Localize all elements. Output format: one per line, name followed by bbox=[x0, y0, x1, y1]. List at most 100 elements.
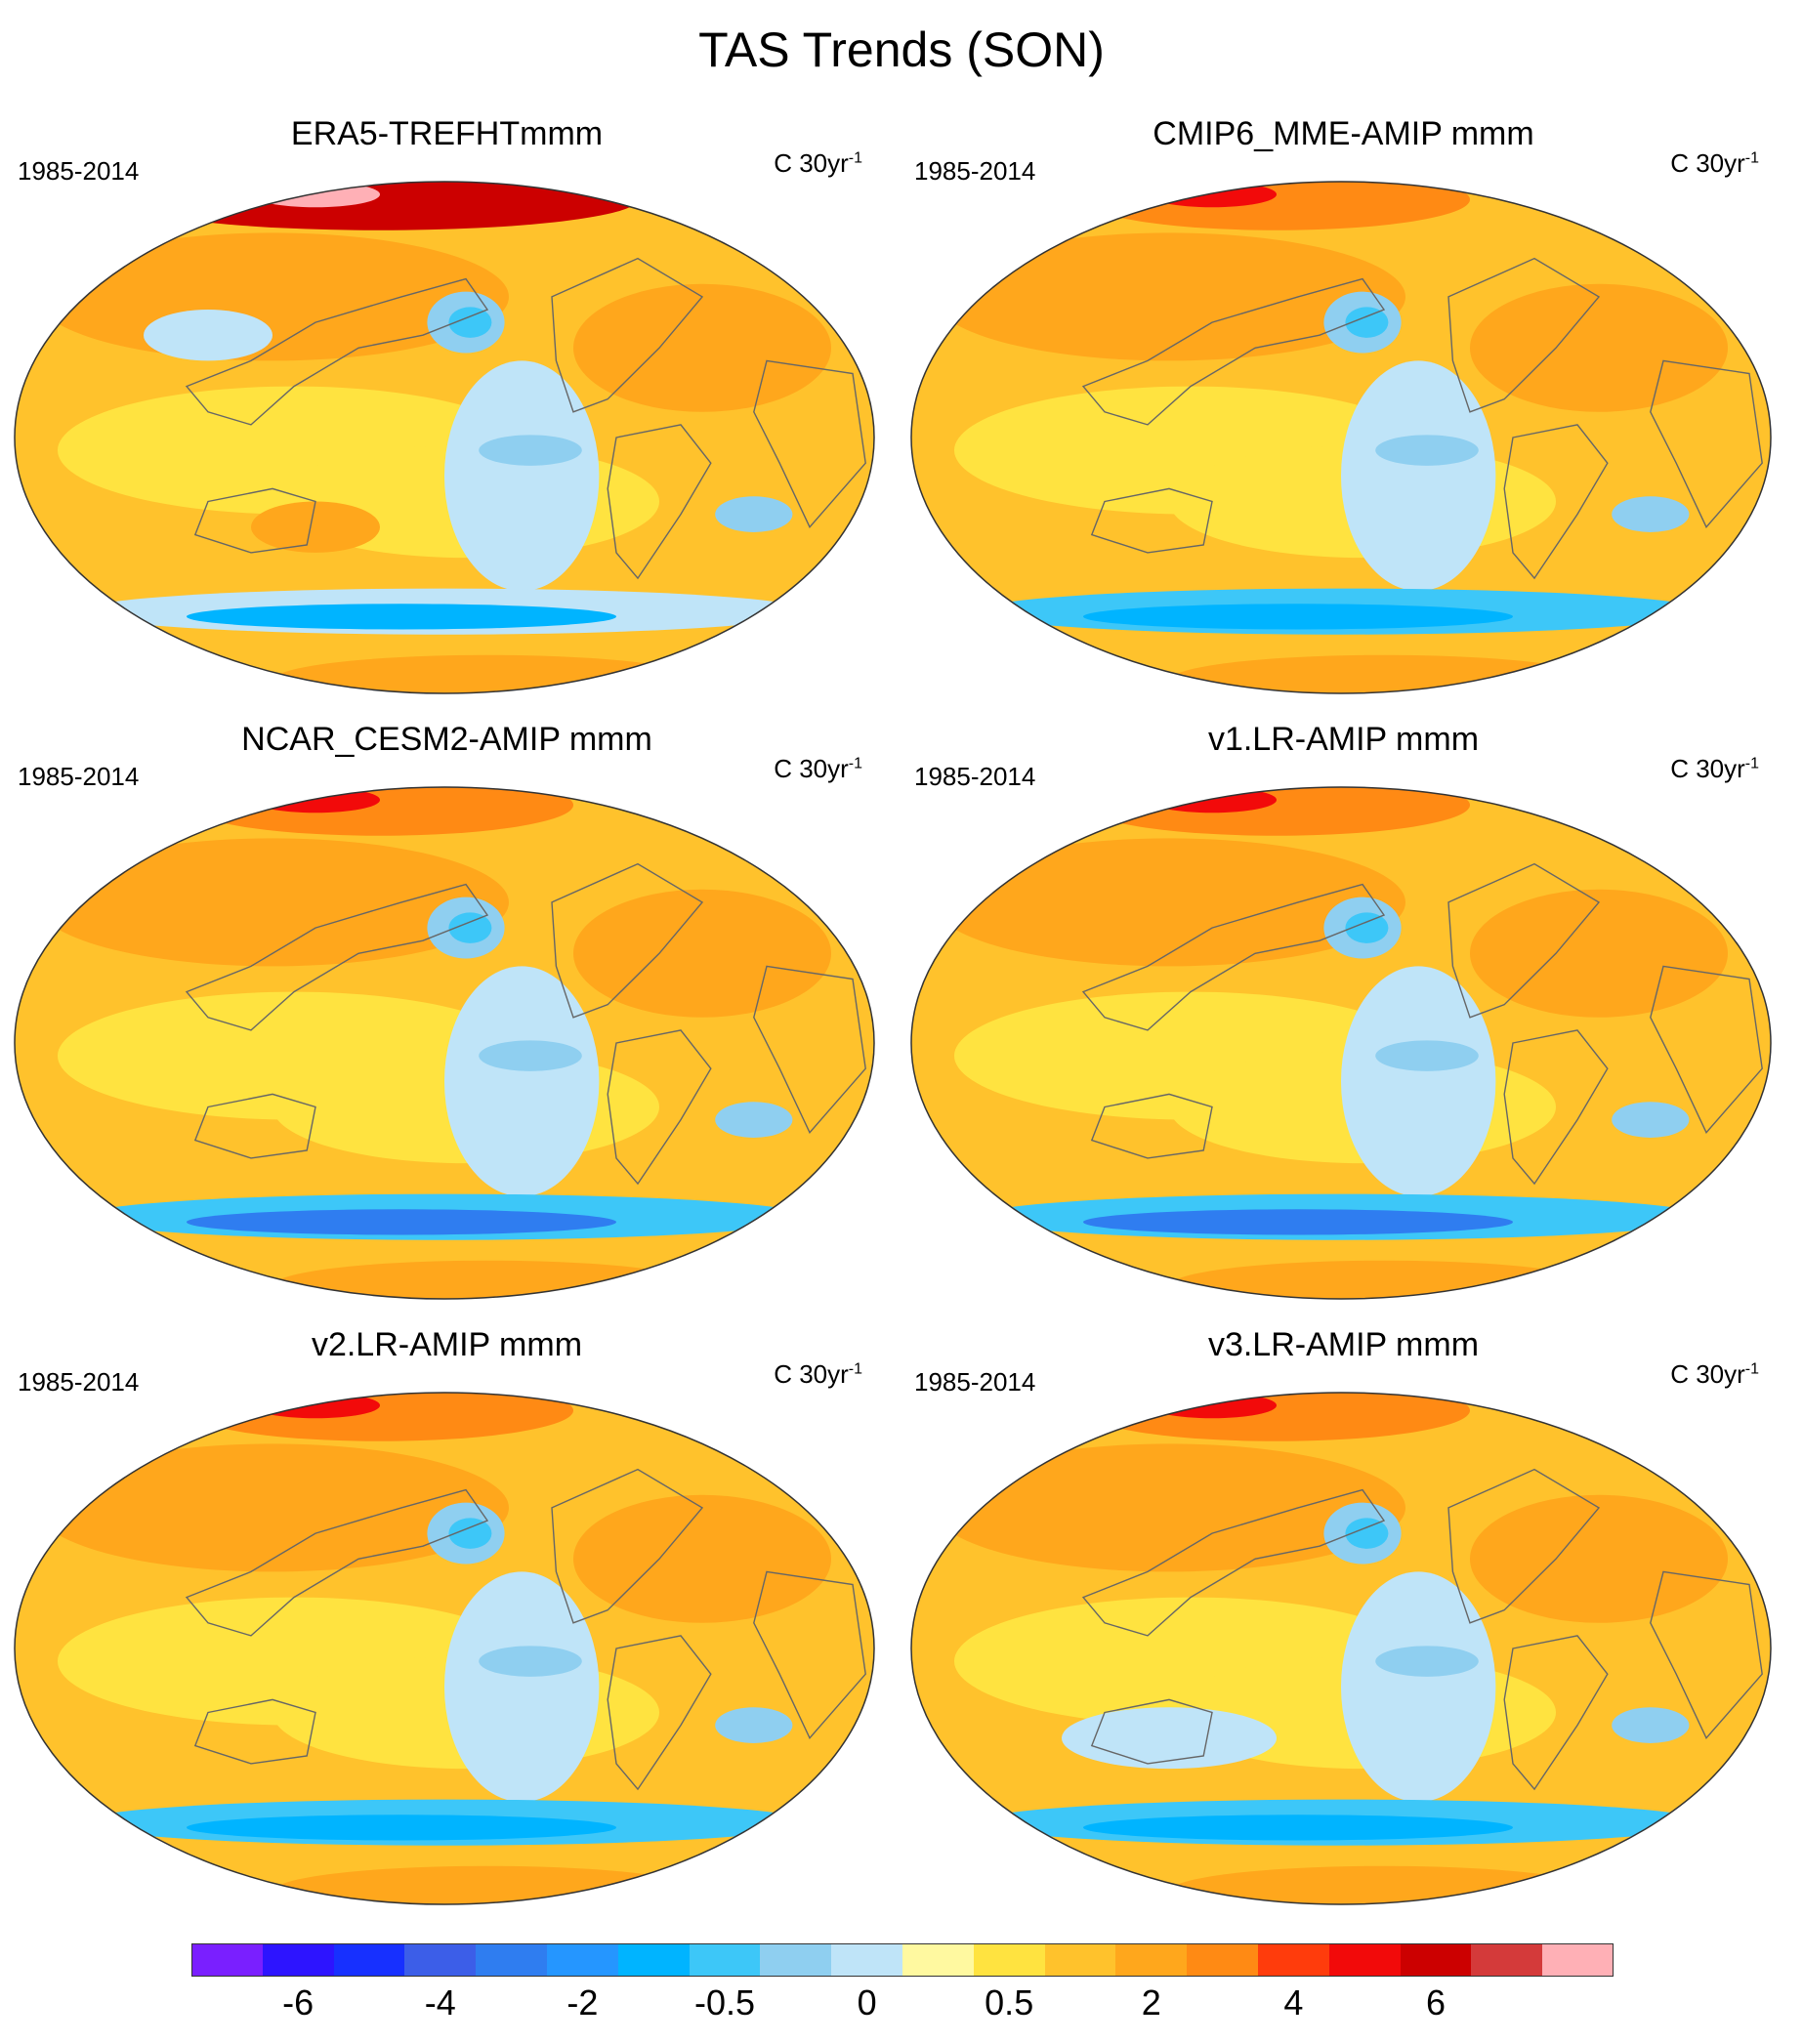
trend-field-orange-north bbox=[36, 838, 509, 967]
colorbar-swatch bbox=[1187, 1943, 1258, 1977]
coastline bbox=[193, 1698, 316, 1765]
colorbar-swatch bbox=[1044, 1943, 1116, 1977]
trend-field-cool-pacific bbox=[444, 360, 600, 592]
trend-field-antarctica bbox=[273, 654, 702, 693]
coastline bbox=[193, 1093, 316, 1159]
trend-field-antarctica bbox=[273, 1865, 702, 1904]
map-border bbox=[14, 181, 875, 694]
panel-title: NCAR_CESM2-AMIP mmm bbox=[241, 721, 652, 758]
map-panel: NCAR_CESM2-AMIP mmm 1985-2014 C 30yr-1 bbox=[0, 721, 894, 1326]
colorbar-tick-label: -4 bbox=[424, 1982, 456, 2023]
trend-field-antarctica bbox=[273, 1260, 702, 1299]
colorbar-swatch bbox=[617, 1943, 690, 1977]
trend-field-arctic bbox=[1083, 182, 1470, 230]
trend-field-cool-pacific bbox=[444, 1571, 600, 1803]
trend-field-antarctica bbox=[1169, 1260, 1599, 1299]
trend-map bbox=[14, 786, 875, 1300]
panel-units: C 30yr-1 bbox=[774, 148, 862, 178]
map-border bbox=[14, 1392, 875, 1905]
panel-units: C 30yr-1 bbox=[774, 754, 862, 783]
colorbar-swatch bbox=[404, 1943, 477, 1977]
coastline bbox=[753, 359, 866, 528]
colorbar-swatch bbox=[1471, 1943, 1543, 1977]
colorbar-tick-label: 0.5 bbox=[985, 1982, 1034, 2023]
map-panel: v3.LR-AMIP mmm 1985-2014 C 30yr-1 bbox=[897, 1326, 1790, 1932]
coastline bbox=[1447, 1468, 1601, 1624]
coastline bbox=[753, 965, 866, 1134]
colorbar-swatch bbox=[476, 1943, 547, 1977]
trend-field-cool-np-core bbox=[1345, 307, 1389, 338]
colorbar-swatch bbox=[760, 1943, 832, 1977]
trend-field-orange-ne bbox=[573, 283, 831, 412]
colorbar-swatch bbox=[831, 1943, 902, 1977]
trend-field-cool-atlantic bbox=[715, 1102, 793, 1138]
trend-field-orange-north bbox=[933, 232, 1405, 361]
trend-field-southern-core bbox=[1083, 1209, 1513, 1235]
colorbar-swatch bbox=[333, 1943, 405, 1977]
coastline bbox=[185, 1488, 489, 1637]
colorbar-swatch bbox=[1542, 1943, 1614, 1977]
coastline bbox=[185, 883, 489, 1031]
trend-field-cool-pacific bbox=[1341, 1571, 1496, 1803]
figure-title: TAS Trends (SON) bbox=[698, 22, 1105, 77]
coastline bbox=[1650, 359, 1763, 528]
colorbar-swatch bbox=[262, 1943, 334, 1977]
trend-field-cool-atlantic bbox=[1612, 1102, 1690, 1138]
panel-period: 1985-2014 bbox=[18, 1367, 140, 1397]
trend-field-cool-atlantic bbox=[1612, 496, 1690, 532]
trend-field-cool-np-core bbox=[1345, 912, 1389, 943]
panel-period: 1985-2014 bbox=[18, 156, 140, 186]
trend-field-orange-north bbox=[933, 1443, 1405, 1572]
trend-field-southern-core bbox=[1083, 1815, 1513, 1841]
coastline bbox=[193, 487, 316, 554]
coastline bbox=[1447, 862, 1601, 1019]
colorbar-swatch bbox=[1258, 1943, 1329, 1977]
trend-field-orange-ne bbox=[1470, 889, 1728, 1018]
map-border bbox=[14, 786, 875, 1300]
coastline bbox=[1090, 487, 1213, 554]
trend-field-antarctica bbox=[1169, 654, 1599, 693]
trend-field-cool-np-core bbox=[448, 307, 492, 338]
panel-title: v1.LR-AMIP mmm bbox=[1207, 721, 1480, 758]
trend-field-orange-ne bbox=[573, 1494, 831, 1623]
colorbar-swatch bbox=[1328, 1943, 1401, 1977]
trend-field-arctic bbox=[1083, 1393, 1470, 1441]
colorbar bbox=[191, 1943, 1614, 1977]
coastline bbox=[1447, 257, 1601, 413]
coastline bbox=[1090, 1093, 1213, 1159]
coastline bbox=[607, 424, 712, 580]
panel-units: C 30yr-1 bbox=[1670, 754, 1759, 783]
trend-field-warm-south-pacific bbox=[251, 501, 380, 553]
coastline bbox=[1081, 277, 1386, 426]
colorbar-tick-label: -2 bbox=[566, 1982, 599, 2023]
panel-period: 1985-2014 bbox=[914, 762, 1036, 791]
panel-units: C 30yr-1 bbox=[1670, 148, 1759, 178]
trend-field-cool-atlantic bbox=[715, 1707, 793, 1743]
trend-field-arctic bbox=[187, 1393, 573, 1441]
panel-period: 1985-2014 bbox=[914, 156, 1036, 186]
trend-field-cool-np-core bbox=[1345, 1518, 1389, 1549]
trend-field-southern-core bbox=[187, 604, 616, 630]
panel-units: C 30yr-1 bbox=[774, 1359, 862, 1389]
trend-field-orange-ne bbox=[1470, 283, 1728, 412]
coastline bbox=[185, 277, 489, 426]
trend-field-cool-siberia bbox=[144, 310, 273, 361]
colorbar-swatch bbox=[973, 1943, 1045, 1977]
trend-field-cool-pacific bbox=[1341, 966, 1496, 1197]
trend-field-cool-atlantic bbox=[715, 496, 793, 532]
trend-map bbox=[14, 181, 875, 694]
coastline bbox=[1081, 883, 1386, 1031]
map-border bbox=[910, 181, 1772, 694]
trend-field-cool-pacific bbox=[1341, 360, 1496, 592]
colorbar-tick-label: 4 bbox=[1283, 1982, 1304, 2023]
map-border bbox=[910, 1392, 1772, 1905]
trend-map bbox=[910, 181, 1772, 694]
panel-period: 1985-2014 bbox=[18, 762, 140, 791]
trend-field-cool-atlantic bbox=[1612, 1707, 1690, 1743]
trend-field-cool-tongue bbox=[1375, 1040, 1479, 1071]
colorbar-swatch bbox=[689, 1943, 761, 1977]
coastline bbox=[1081, 1488, 1386, 1637]
panel-units: C 30yr-1 bbox=[1670, 1359, 1759, 1389]
trend-field-cool-tongue bbox=[479, 1646, 582, 1677]
colorbar-tick-label: 6 bbox=[1425, 1982, 1447, 2023]
